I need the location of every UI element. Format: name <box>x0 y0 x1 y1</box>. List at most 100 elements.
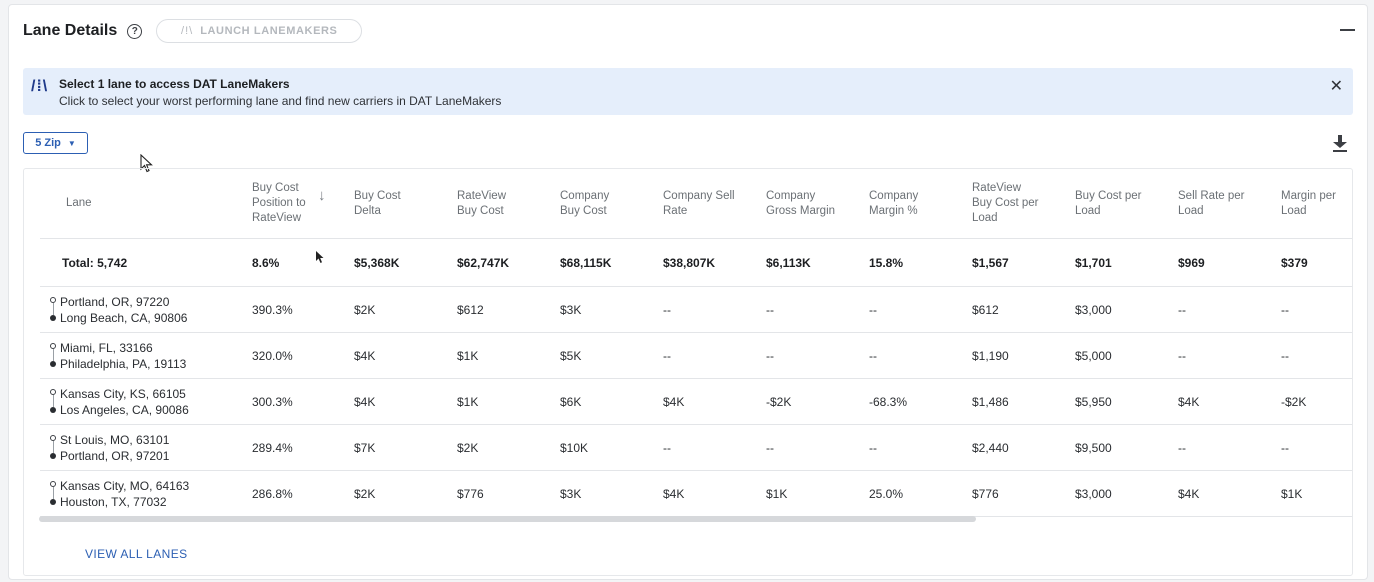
table-cell: $9,500 <box>1075 440 1112 455</box>
table-cell: $2K <box>457 440 479 455</box>
lane-cell: Kansas City, MO, 64163 Houston, TX, 77032 <box>40 478 252 510</box>
total-cell: $969 <box>1178 255 1205 270</box>
column-header-label: Company Sell Rate <box>663 189 735 217</box>
column-header[interactable]: Margin per Load <box>1281 189 1352 219</box>
table-row[interactable]: Kansas City, MO, 64163 Houston, TX, 77032… <box>40 471 1352 517</box>
lane-destination: Long Beach, CA, 90806 <box>60 310 188 325</box>
column-header[interactable]: Lane <box>40 196 252 211</box>
table-cell: $6K <box>560 394 582 409</box>
lane-destination: Portland, OR, 97201 <box>60 448 170 463</box>
table-cell: -- <box>766 348 774 363</box>
lanemakers-banner: /⁞\ Select 1 lane to access DAT LaneMake… <box>23 68 1353 115</box>
column-header[interactable]: Company Sell Rate <box>663 189 766 219</box>
close-icon[interactable]: ✕ <box>1329 78 1343 95</box>
total-cell: $6,113K <box>766 255 811 270</box>
route-icon <box>48 294 60 326</box>
column-header-label: Company Buy Cost <box>560 189 610 217</box>
launch-lanemakers-button[interactable]: /!\ LAUNCH LANEMAKERS <box>156 19 363 43</box>
collapse-icon[interactable] <box>1340 29 1355 31</box>
total-cell: $1,701 <box>1075 255 1112 270</box>
table-cell: $4K <box>354 348 376 363</box>
route-icon <box>48 432 60 464</box>
column-header[interactable]: Company Buy Cost <box>560 189 663 219</box>
table-cell: $1K <box>1281 486 1303 501</box>
lane-details-card: Lane Details ? /!\ LAUNCH LANEMAKERS /⁞\… <box>8 4 1368 580</box>
total-cell: 8.6% <box>252 255 280 270</box>
column-header-label: Sell Rate per Load <box>1178 189 1245 217</box>
column-header[interactable]: RateView Buy Cost per Load <box>972 181 1075 226</box>
column-header[interactable]: RateView Buy Cost <box>457 189 560 219</box>
table-cell: $1K <box>457 394 479 409</box>
table-cell: 300.3% <box>252 394 293 409</box>
table-cell: -- <box>1281 440 1289 455</box>
column-header-label: Margin per Load <box>1281 189 1336 217</box>
lane-destination: Philadelphia, PA, 19113 <box>60 356 187 371</box>
table-cell: $1K <box>457 348 479 363</box>
table-cell: 286.8% <box>252 486 293 501</box>
table-cell: -- <box>663 302 671 317</box>
lane-origin: Miami, FL, 33166 <box>60 340 153 355</box>
column-header[interactable]: Company Margin % <box>869 189 972 219</box>
table-cell: $7K <box>354 440 376 455</box>
column-header-label: Buy Cost Delta <box>354 189 401 217</box>
table-cell: $1K <box>766 486 788 501</box>
horizontal-scrollbar[interactable] <box>39 516 976 522</box>
column-header-label: RateView Buy Cost <box>457 189 507 217</box>
lane-origin: Kansas City, MO, 64163 <box>60 478 190 493</box>
sort-descending-icon[interactable]: ↓ <box>318 187 326 204</box>
table-cell: 390.3% <box>252 302 293 317</box>
table-cell: $4K <box>1178 486 1200 501</box>
table-cell: -$2K <box>1281 394 1307 409</box>
lane-destination: Los Angeles, CA, 90086 <box>60 402 189 417</box>
table-cell: 25.0% <box>869 486 904 501</box>
column-header[interactable]: Sell Rate per Load <box>1178 189 1281 219</box>
lane-table-grid: Lane Buy Cost Position to RateView ↓ Buy Co… <box>40 169 1352 517</box>
lane-cell: Miami, FL, 33166 Philadelphia, PA, 19113 <box>40 340 252 372</box>
table-cell: $776 <box>972 486 999 501</box>
table-row[interactable]: St Louis, MO, 63101 Portland, OR, 97201 28… <box>40 425 1352 471</box>
table-cell: $1,190 <box>972 348 1009 363</box>
table-cell: $2,440 <box>972 440 1009 455</box>
table-cell: -- <box>766 440 774 455</box>
column-header[interactable]: Buy Cost per Load <box>1075 189 1178 219</box>
table-cell: -- <box>869 302 877 317</box>
table-row[interactable]: Portland, OR, 97220 Long Beach, CA, 90806… <box>40 287 1352 333</box>
table-total-row: Total: 5,742 8.6% $5,368K $62,747K $68,115K $… <box>40 239 1352 287</box>
column-header[interactable]: Company Gross Margin <box>766 189 869 219</box>
total-cell: $38,807K <box>663 255 716 270</box>
column-header-label: Buy Cost Position to RateView <box>252 182 306 224</box>
banner-subtitle: Click to select your worst performing la… <box>59 94 502 108</box>
table-cell: 289.4% <box>252 440 293 455</box>
lane-cell: Kansas City, KS, 66105 Los Angeles, CA, 9… <box>40 386 252 418</box>
lane-cell: St Louis, MO, 63101 Portland, OR, 97201 <box>40 432 252 464</box>
route-icon <box>48 340 60 372</box>
column-header[interactable]: Buy Cost Position to RateView ↓ <box>252 181 354 226</box>
table-cell: -- <box>1281 348 1289 363</box>
total-cell: $1,567 <box>972 255 1009 270</box>
view-all-lanes-link[interactable]: VIEW ALL LANES <box>85 547 188 561</box>
table-cell: -$2K <box>766 394 792 409</box>
table-row[interactable]: Miami, FL, 33166 Philadelphia, PA, 19113 3… <box>40 333 1352 379</box>
caret-down-icon: ▼ <box>67 138 76 148</box>
total-cell: $68,115K <box>560 255 612 270</box>
column-header-label: RateView Buy Cost per Load <box>972 182 1039 224</box>
lane-origin: Kansas City, KS, 66105 <box>60 386 186 401</box>
table-row[interactable]: Kansas City, KS, 66105 Los Angeles, CA, 9… <box>40 379 1352 425</box>
lane-destination: Houston, TX, 77032 <box>60 494 167 509</box>
total-cell: 15.8% <box>869 255 904 270</box>
column-header-label: Company Margin % <box>869 189 919 217</box>
table-cell: $5K <box>560 348 582 363</box>
table-cell: $612 <box>457 302 484 317</box>
download-icon[interactable] <box>1333 135 1347 153</box>
column-header[interactable]: Buy Cost Delta <box>354 189 457 219</box>
table-cell: $10K <box>560 440 589 455</box>
table-cell: -- <box>663 348 671 363</box>
table-cell: $776 <box>457 486 484 501</box>
table-cell: -- <box>766 302 774 317</box>
zip-level-dropdown[interactable]: 5 Zip ▼ <box>23 132 88 154</box>
help-icon[interactable]: ? <box>127 23 143 39</box>
lane-table: Lane Buy Cost Position to RateView ↓ Buy Co… <box>23 168 1353 576</box>
table-cell: -- <box>663 440 671 455</box>
column-header-label: Buy Cost per Load <box>1075 189 1142 217</box>
table-cell: -- <box>1178 302 1186 317</box>
